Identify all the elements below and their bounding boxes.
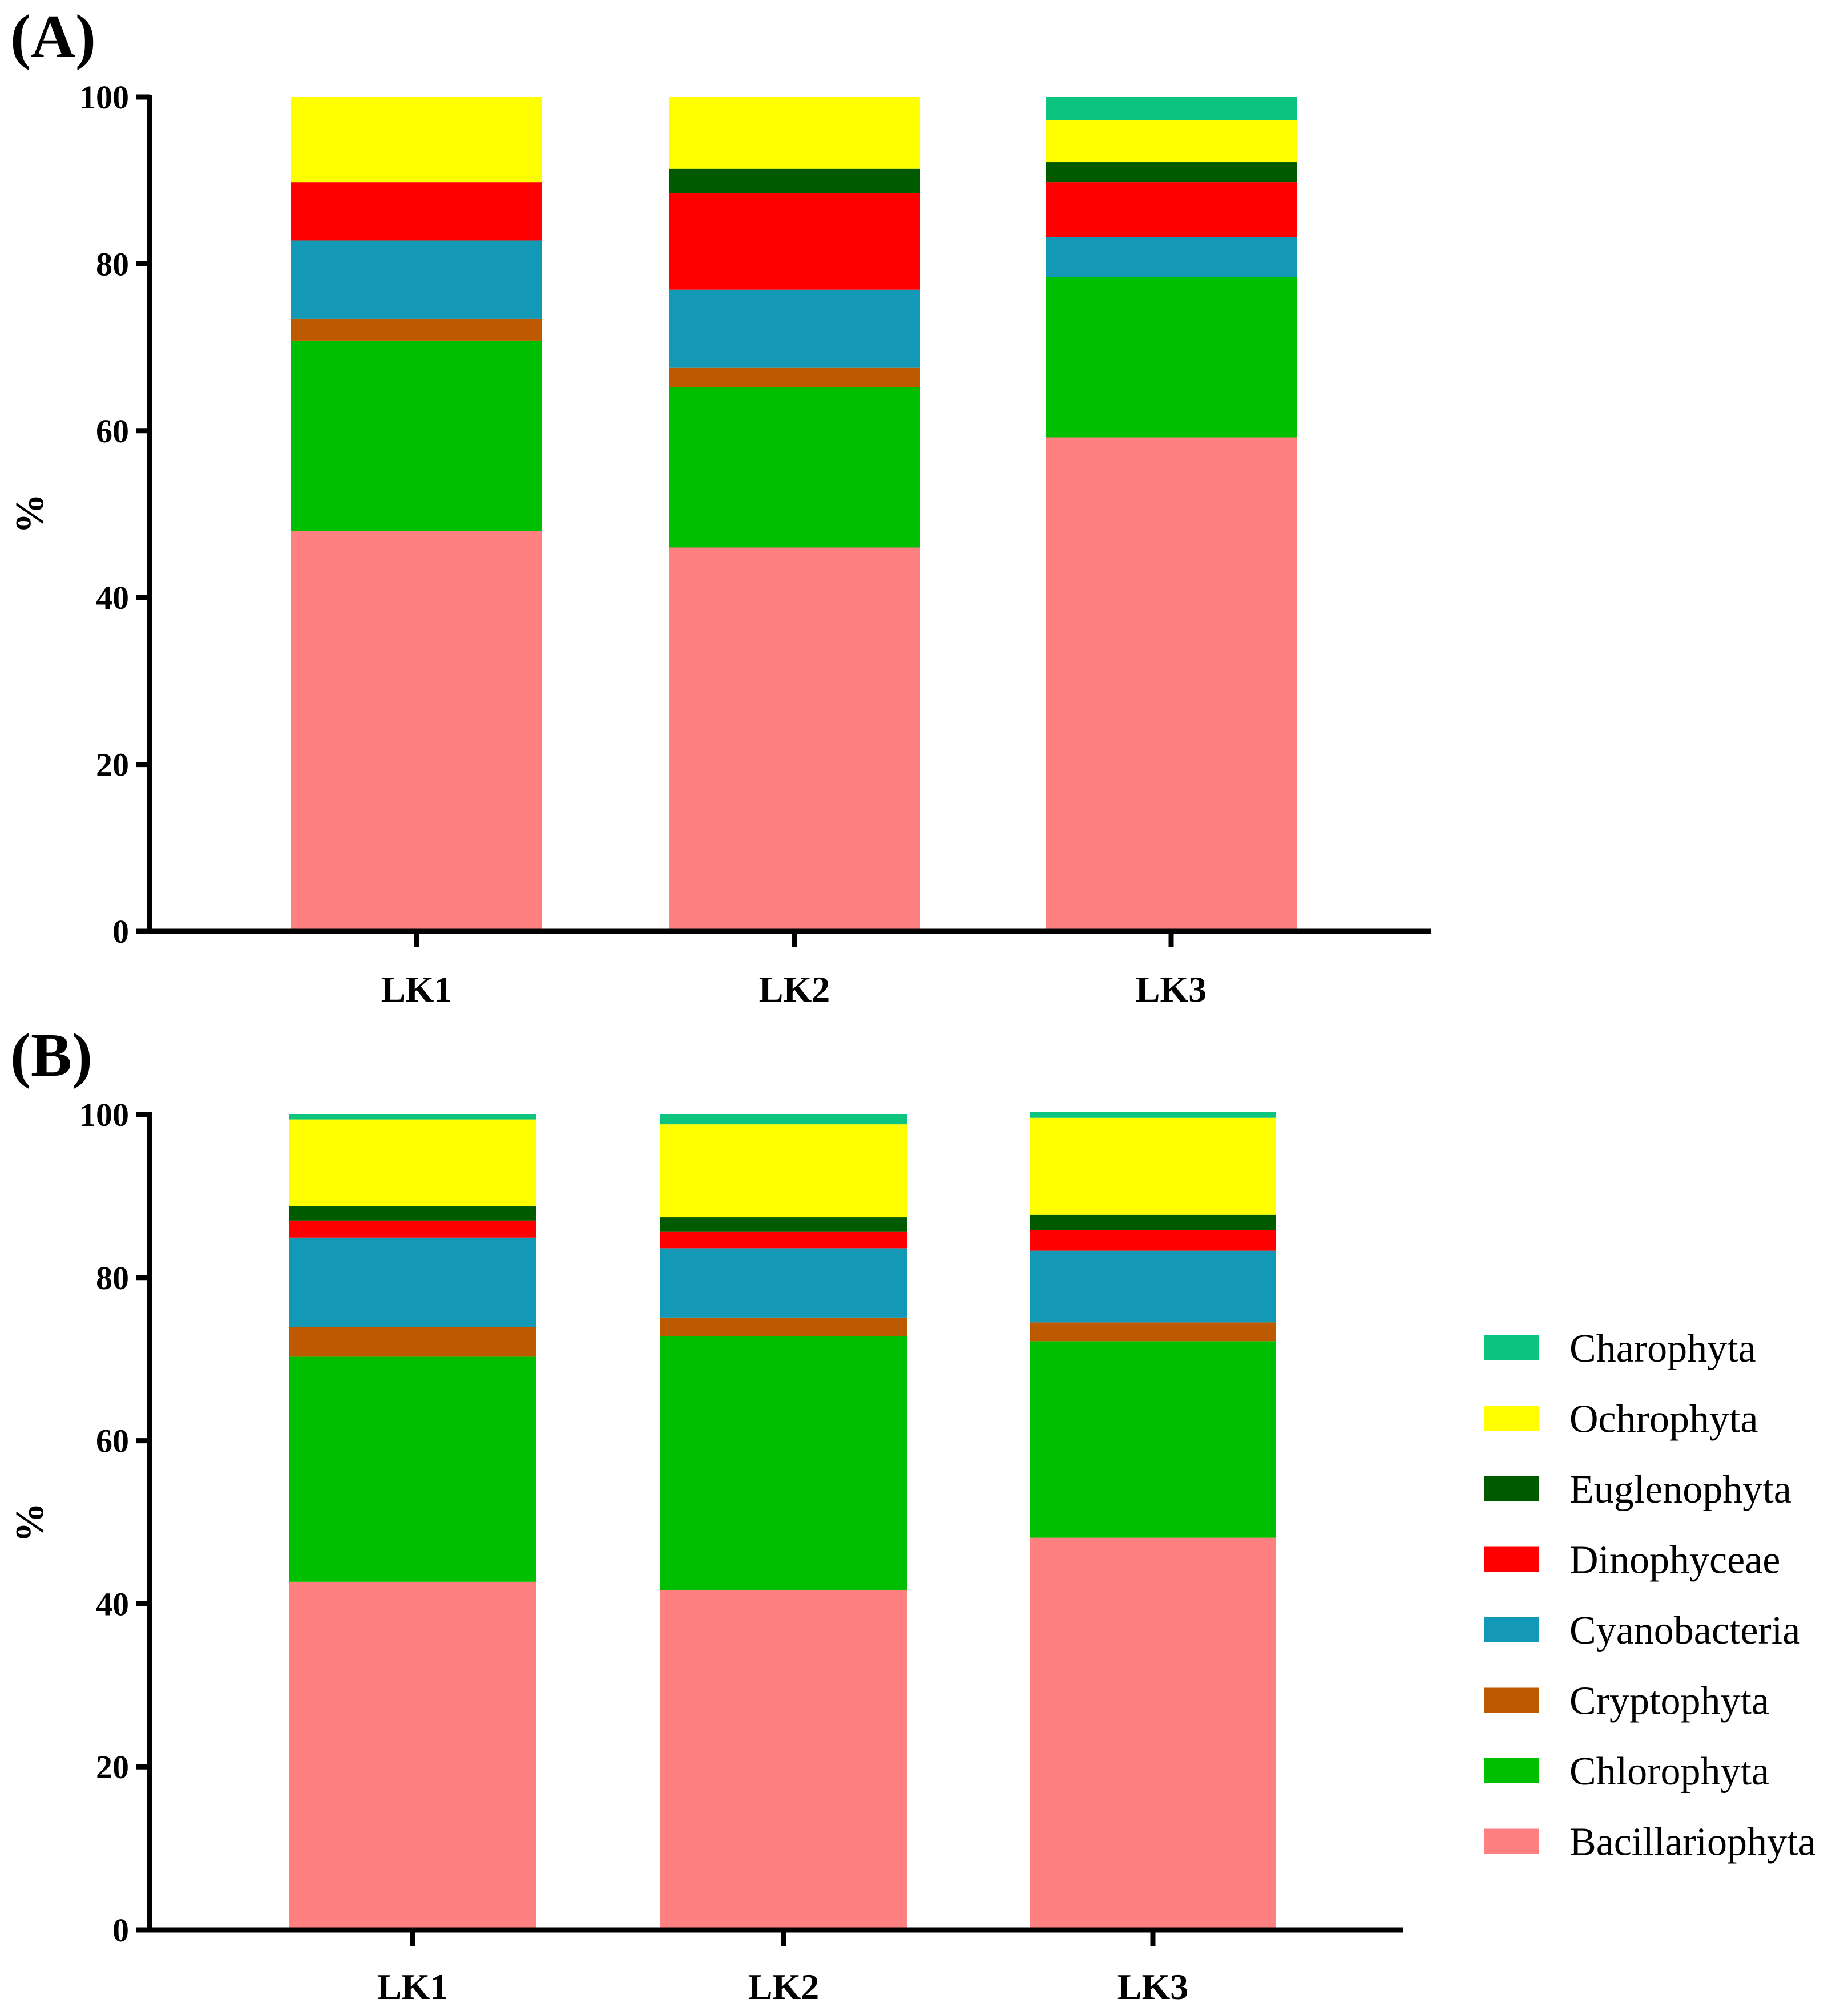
- bar-b-lk2-euglenophyta: [660, 1217, 907, 1232]
- bar-b-lk3-chlorophyta: [1030, 1341, 1276, 1538]
- bar-b-lk1-bacillariophyta: [289, 1581, 536, 1930]
- bar-b-lk2-ochrophyta: [660, 1124, 907, 1218]
- bar-a-lk1-chlorophyta: [291, 340, 542, 531]
- bar-a-lk3-cyanobacteria: [1046, 237, 1297, 277]
- bar-a-lk3-bacillariophyta: [1046, 437, 1297, 931]
- legend-label-cyanobacteria: Cyanobacteria: [1569, 1609, 1800, 1653]
- legend-label-dinophyceae: Dinophyceae: [1569, 1538, 1780, 1582]
- panel-b-chart: (B) 0 20 40 60 80 100 LK1 LK2 LK3%: [8, 1021, 1403, 2007]
- panel-a-label: (A): [10, 3, 96, 71]
- panel-b-ytick-label-60: 60: [96, 1423, 129, 1460]
- bar-b-lk2-chlorophyta: [660, 1336, 907, 1590]
- bar-b-lk3-bacillariophyta: [1030, 1537, 1276, 1930]
- panel-a-category-label-lk1: LK1: [381, 969, 452, 1009]
- panel-b-ytick-label-20: 20: [96, 1749, 129, 1786]
- legend: Charophyta Ochrophyta Euglenophyta Dinophyc…: [1484, 1327, 1816, 1864]
- panel-a-ytick-label-0: 0: [112, 913, 129, 950]
- bar-a-lk3-ochrophyta: [1046, 120, 1297, 163]
- bar-b-lk3-charophyta: [1030, 1112, 1276, 1118]
- bar-a-lk2-euglenophyta: [669, 168, 920, 193]
- legend-label-cryptophyta: Cryptophyta: [1569, 1679, 1769, 1723]
- bar-a-lk2-cryptophyta: [669, 367, 920, 387]
- panel-a-ytick-label-20: 20: [96, 746, 129, 784]
- legend-swatch-cyanobacteria: [1484, 1617, 1539, 1642]
- bar-a-lk2-chlorophyta: [669, 387, 920, 548]
- bar-a-lk3-chlorophyta: [1046, 277, 1297, 438]
- legend-swatch-bacillariophyta: [1484, 1828, 1539, 1854]
- panel-b-category-label-lk2: LK2: [748, 1966, 819, 2007]
- bar-b-lk3-euglenophyta: [1030, 1214, 1276, 1230]
- bar-b-lk1-cryptophyta: [289, 1327, 536, 1357]
- bar-b-lk2-cryptophyta: [660, 1317, 907, 1336]
- bar-a-lk1-cryptophyta: [291, 318, 542, 341]
- legend-swatch-cryptophyta: [1484, 1687, 1539, 1713]
- bar-b-lk2-charophyta: [660, 1114, 907, 1125]
- bar-b-lk2-bacillariophyta: [660, 1590, 907, 1930]
- bar-a-lk2-bacillariophyta: [669, 547, 920, 931]
- panel-a-ytick-label-80: 80: [96, 245, 129, 282]
- legend-swatch-ochrophyta: [1484, 1406, 1539, 1431]
- bar-b-lk3-cyanobacteria: [1030, 1250, 1276, 1323]
- panel-a-chart: (A) 0 20 40 60 80 100 LK1 LK2 LK3%: [8, 3, 1431, 1009]
- legend-swatch-chlorophyta: [1484, 1758, 1539, 1783]
- bar-a-lk3-euglenophyta: [1046, 162, 1297, 183]
- panel-b-ytick-label-80: 80: [96, 1259, 129, 1297]
- panel-a-category-label-lk2: LK2: [759, 969, 830, 1009]
- legend-label-euglenophyta: Euglenophyta: [1569, 1468, 1791, 1512]
- bar-b-lk1-cyanobacteria: [289, 1237, 536, 1327]
- panel-b-ytick-label-100: 100: [79, 1096, 129, 1133]
- bar-a-lk1-dinophyceae: [291, 182, 542, 241]
- panel-a-category-label-lk3: LK3: [1136, 969, 1207, 1009]
- legend-swatch-dinophyceae: [1484, 1546, 1539, 1572]
- bar-a-lk3-charophyta: [1046, 97, 1297, 120]
- legend-swatch-charophyta: [1484, 1335, 1539, 1360]
- panel-b-ytick-label-40: 40: [96, 1585, 129, 1622]
- bar-b-lk2-cyanobacteria: [660, 1248, 907, 1318]
- bar-b-lk1-ochrophyta: [289, 1119, 536, 1206]
- legend-swatch-euglenophyta: [1484, 1476, 1539, 1501]
- legend-label-bacillariophyta: Bacillariophyta: [1569, 1820, 1816, 1864]
- panel-b-label: (B): [10, 1021, 92, 1089]
- bar-a-lk2-dinophyceae: [669, 193, 920, 290]
- panel-b-category-label-lk1: LK1: [377, 1966, 448, 2007]
- panel-a-ytick-label-60: 60: [96, 413, 129, 450]
- bar-b-lk1-euglenophyta: [289, 1206, 536, 1221]
- bar-a-lk2-ochrophyta: [669, 97, 920, 169]
- bar-b-lk1-charophyta: [289, 1114, 536, 1120]
- bar-b-lk1-dinophyceae: [289, 1220, 536, 1238]
- bar-a-lk3-dinophyceae: [1046, 182, 1297, 237]
- legend-label-chlorophyta: Chlorophyta: [1569, 1750, 1769, 1794]
- bar-b-lk3-cryptophyta: [1030, 1322, 1276, 1342]
- panel-b-ytick-label-0: 0: [112, 1912, 129, 1949]
- panel-a-y-axis-title: %: [8, 494, 52, 534]
- bar-b-lk3-ochrophyta: [1030, 1117, 1276, 1215]
- panel-b-category-label-lk3: LK3: [1117, 1966, 1188, 2007]
- panel-a-ytick-label-40: 40: [96, 579, 129, 616]
- bar-a-lk1-bacillariophyta: [291, 531, 542, 931]
- bar-a-lk2-cyanobacteria: [669, 289, 920, 368]
- bar-b-lk3-dinophyceae: [1030, 1230, 1276, 1251]
- legend-label-ochrophyta: Ochrophyta: [1569, 1398, 1758, 1441]
- panel-b-y-axis-title: %: [8, 1503, 52, 1542]
- legend-label-charophyta: Charophyta: [1569, 1327, 1756, 1371]
- bar-b-lk2-dinophyceae: [660, 1231, 907, 1249]
- bar-a-lk1-cyanobacteria: [291, 240, 542, 319]
- panel-a-ytick-label-100: 100: [79, 79, 129, 116]
- bar-a-lk1-ochrophyta: [291, 97, 542, 183]
- bar-b-lk1-chlorophyta: [289, 1356, 536, 1582]
